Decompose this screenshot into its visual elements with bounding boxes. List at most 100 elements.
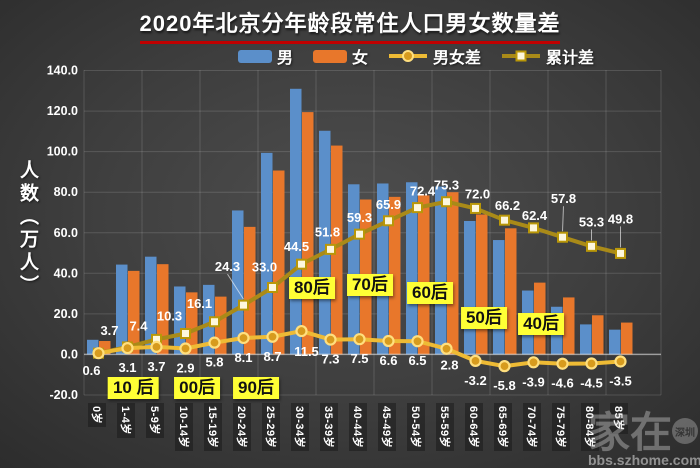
y-tick-label: 100.0 [47,145,78,159]
marker-circle [411,335,424,348]
generation-annotation: 70后 [346,274,393,297]
x-tick-label: 20-24岁 [232,403,251,452]
marker-circle [208,336,221,349]
marker-square [267,281,278,293]
bar-female [157,264,169,355]
x-tick-label: 0岁 [87,403,106,428]
gender-diff-label: 11.5 [294,344,319,359]
cumulative-diff-label: 59.3 [347,210,372,225]
gender-diff-label: 2.8 [440,358,458,373]
x-tick-label: 55-59岁 [435,403,454,452]
bar-male [609,329,621,355]
cumulative-diff-label: 7.4 [129,318,148,333]
x-tick-label: 30-34岁 [290,403,309,452]
x-tick-label: 5-9岁 [145,403,164,438]
gender-diff-label: 6.6 [379,353,397,368]
bar-male [493,240,505,355]
bar-male [377,183,389,355]
x-tick-label: 45-49岁 [377,403,396,452]
bar-female [389,196,401,355]
marker-square [412,202,423,214]
cumulative-diff-label: 57.8 [551,191,576,206]
marker-square [557,231,568,243]
gender-diff-label: 6.5 [408,353,426,368]
marker-circle [382,334,395,348]
bar-male [87,339,99,355]
legend-label: 男 [277,50,294,67]
marker-circle [440,342,453,355]
legend-swatch-line [502,50,541,62]
cumulative-diff-label: 72.0 [465,186,490,201]
marker-circle [527,356,540,369]
bar-female [215,296,227,355]
marker-square [238,299,249,311]
x-tick-label: 80-84岁 [580,403,599,452]
bar-male [580,324,592,355]
gender-diff-label: -3.2 [464,373,486,388]
cumulative-diff-label: 72.4 [410,184,436,199]
x-tick-label: 15-19岁 [203,403,222,452]
generation-annotation: 40后 [518,312,564,335]
marker-circle [614,355,627,368]
marker-square [499,214,510,226]
legend-item-3: 累计差 [501,44,594,68]
bar-female [273,170,285,355]
y-tick-label: 0.0 [61,347,78,361]
y-tick-label: 140.0 [47,64,78,78]
generation-annotation: 90后 [233,376,279,399]
gender-diff-label: -3.5 [609,373,631,388]
legend-swatch-bar [238,49,272,63]
legend-item-2: 男女差 [388,44,481,68]
gender-diff-label: -5.8 [493,378,515,393]
gender-diff-label: 8.7 [263,349,281,364]
bar-female [563,297,575,355]
marker-circle [179,342,192,355]
marker-circle [92,347,105,360]
x-tick-label: 40-44岁 [348,403,367,452]
x-tick-label: 65-69岁 [493,403,512,452]
gender-diff-label: 5.8 [205,355,223,370]
bar-female [186,292,198,355]
x-tick-label: 35-39岁 [319,403,338,452]
y-tick-label: 20.0 [54,307,78,321]
legend-label: 女 [352,50,369,67]
gender-diff-label: 0.6 [82,363,100,378]
bar-female [128,270,140,355]
marker-square [180,328,191,340]
x-tick-label: 50-54岁 [406,403,425,452]
x-tick-label: 75-79岁 [551,403,570,452]
marker-circle [150,340,163,353]
bar-male [116,264,128,355]
gender-diff-label: 3.7 [147,359,165,374]
cumulative-diff-label: 3.7 [100,323,118,338]
cumulative-diff-label: 33.0 [252,259,277,274]
bar-male [348,184,360,355]
marker-square [528,222,539,234]
marker-square [325,243,336,255]
bar-male [174,286,186,355]
x-tick-label: 25-29岁 [261,403,280,452]
gender-diff-label: 3.1 [118,360,136,375]
bar-female [505,228,517,355]
y-tick-label: -20.0 [50,388,79,402]
cumulative-diff-label: 51.8 [315,224,340,239]
bar-female [302,112,314,355]
legend-item-1: 女 [313,44,368,68]
title-wrap: 2020年北京分年龄段常住人口男女数量差 [0,6,700,44]
marker-circle [266,330,279,343]
generation-annotation: 50后 [460,307,507,330]
gender-diff-label: 7.5 [350,351,368,366]
marker-circle [237,331,250,345]
gender-diff-label: -4.5 [580,376,602,391]
bar-male [232,210,244,355]
bar-female [331,145,343,355]
bar-male [435,186,447,355]
gender-diff-label: -3.9 [522,374,544,389]
generation-annotation: 80后 [288,277,335,300]
y-axis-title: 人数（万人） [17,160,38,298]
bar-female [447,192,459,355]
bar-male [203,284,215,355]
bar-female [99,341,111,355]
marker-square [354,228,365,240]
